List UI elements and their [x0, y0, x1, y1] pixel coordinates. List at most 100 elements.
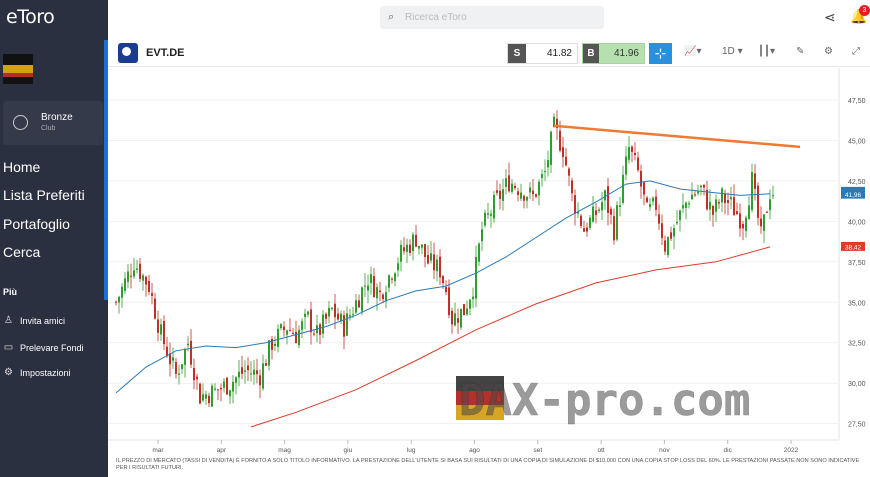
candle-body	[178, 373, 180, 375]
candle-body	[310, 309, 312, 333]
candle-body	[484, 212, 486, 226]
candle-body	[583, 228, 585, 232]
candle-body	[322, 314, 324, 334]
chart-toolbar: EVT.DE S 41.82 B 41.96 ⊹ 📈▾ 1D ▾ ┃┃▾ ✎ ⚙…	[108, 40, 870, 67]
candle-body	[715, 199, 717, 212]
candle-body	[442, 276, 444, 284]
candle-body	[589, 217, 591, 228]
trendline	[553, 124, 801, 149]
nav-portfolio[interactable]: Portafoglio	[3, 216, 70, 232]
candle-body	[271, 338, 273, 350]
settings-label: Impostazioni	[20, 367, 71, 378]
club-sublabel: Club	[41, 125, 56, 132]
candle-body	[685, 202, 687, 208]
expand-icon[interactable]: ⤢	[852, 46, 860, 57]
candle-body	[544, 171, 546, 173]
share-icon[interactable]: ⋖	[824, 9, 836, 25]
candle-body	[679, 210, 681, 221]
candle-body	[604, 190, 606, 201]
sell-price-button[interactable]: S 41.82	[507, 43, 578, 64]
withdraw-funds-link[interactable]: ▭ Prelevare Fondi	[3, 342, 84, 353]
crosshair-icon[interactable]: ⊹	[649, 43, 672, 64]
candle-body	[367, 285, 369, 291]
candle-body	[598, 209, 600, 211]
chart-type-icon[interactable]: 📈▾	[684, 46, 702, 57]
invite-friends-link[interactable]: ♙ Invita amici	[3, 315, 65, 326]
candle-body	[151, 292, 153, 296]
timeframe-dropdown[interactable]: 1D ▾	[722, 46, 743, 57]
candle-body	[358, 300, 360, 308]
withdraw-icon: ▭	[3, 342, 14, 353]
y-tick-label: 42,50	[848, 179, 866, 186]
nav-search[interactable]: Cerca	[3, 244, 41, 260]
candle-body	[145, 276, 147, 285]
candle-body	[577, 212, 579, 214]
nav-watchlist[interactable]: Lista Preferiti	[3, 187, 85, 203]
candle-body	[496, 190, 498, 193]
candle-body	[160, 324, 162, 335]
candle-body	[613, 216, 615, 241]
y-tick-label: 40,00	[848, 219, 866, 226]
candle-body	[769, 199, 771, 211]
candle-body	[334, 303, 336, 318]
candle-body	[424, 244, 426, 258]
candle-body	[538, 181, 540, 196]
search-icon: ⌕	[388, 11, 395, 23]
candle-body	[223, 381, 225, 388]
candle-body	[394, 273, 396, 282]
candle-body	[622, 174, 624, 203]
candle-body	[427, 255, 429, 264]
trendline-path	[553, 124, 801, 149]
candle-body	[292, 332, 294, 335]
x-tick-label: ott	[597, 447, 604, 454]
buy-price: 41.96	[613, 48, 639, 59]
club-status-card[interactable]: Bronze Club	[3, 101, 103, 145]
candle-body	[592, 206, 594, 222]
candle-body	[385, 292, 387, 302]
draw-icon[interactable]: ✎	[796, 46, 805, 57]
candle-body	[163, 321, 165, 345]
candle-body	[214, 388, 216, 390]
candle-body	[625, 156, 627, 175]
candle-body	[676, 221, 678, 224]
candle-body	[415, 234, 417, 247]
buy-price-button[interactable]: B 41.96	[582, 43, 645, 64]
candle-body	[379, 290, 381, 293]
candle-body	[502, 189, 504, 201]
candle-body	[361, 287, 363, 312]
timeframe-label: 1D	[722, 46, 735, 57]
nav-home[interactable]: Home	[3, 159, 41, 175]
candle-body	[646, 197, 648, 203]
candles-icon[interactable]: ┃┃▾	[758, 46, 776, 57]
candle-body	[295, 331, 297, 344]
settings-link[interactable]: ⚙ Impostazioni	[3, 367, 71, 378]
candle-body	[283, 326, 285, 331]
candles	[115, 110, 774, 407]
candle-body	[127, 271, 129, 282]
etoro-logo[interactable]: eToro	[6, 6, 55, 28]
candle-body	[661, 223, 663, 239]
x-tick-label: mag	[278, 447, 291, 454]
gear-icon[interactable]: ⚙	[824, 46, 833, 57]
price-chart[interactable]: DAX-pro.com 47,50 45,00 42,50 40,00 37,50 35,…	[108, 68, 870, 456]
candle-body	[487, 213, 489, 215]
search-input[interactable]: ⌕ Ricerca eToro	[380, 6, 604, 29]
candle-body	[481, 229, 483, 242]
candle-body	[505, 178, 507, 187]
candle-body	[514, 186, 516, 189]
candle-body	[373, 275, 375, 297]
x-tick-label: 2022	[784, 447, 799, 454]
price-label: 41,96	[845, 192, 862, 199]
candle-body	[451, 310, 453, 325]
instrument-logo	[118, 43, 138, 63]
candle-body	[250, 373, 252, 375]
candle-body	[430, 253, 432, 261]
candle-body	[541, 174, 543, 179]
candle-body	[664, 240, 666, 252]
candle-body	[499, 190, 501, 199]
candle-body	[169, 353, 171, 365]
candle-body	[463, 304, 465, 316]
candle-body	[751, 172, 753, 210]
candle-body	[181, 364, 183, 370]
avatar[interactable]	[3, 54, 33, 84]
